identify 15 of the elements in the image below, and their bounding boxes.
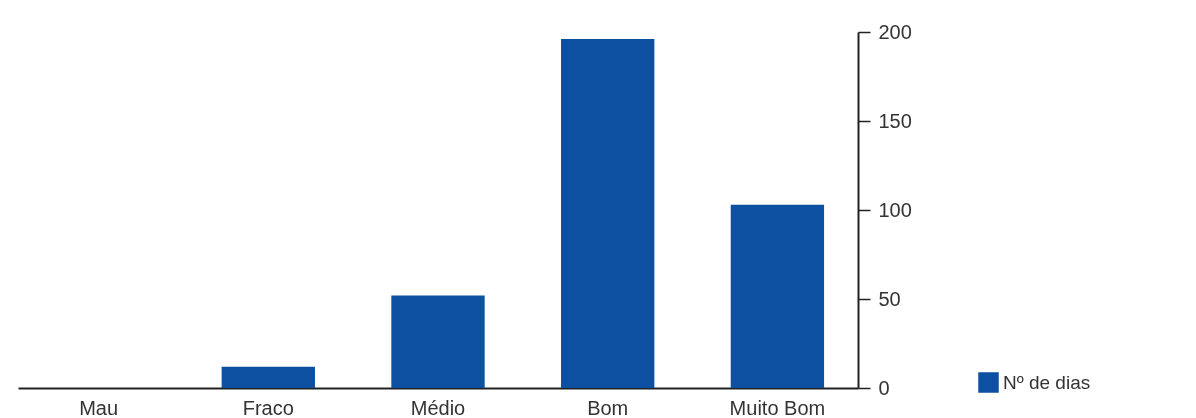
y-tick-label: 100 bbox=[878, 198, 912, 221]
bar bbox=[221, 366, 315, 388]
bar bbox=[561, 39, 655, 388]
bar bbox=[391, 295, 485, 388]
x-tick-label: Médio bbox=[410, 396, 466, 418]
legend-label: Nº de dias bbox=[1003, 371, 1091, 393]
y-tick-label: 150 bbox=[878, 109, 912, 132]
y-tick-label: 50 bbox=[878, 287, 901, 310]
x-tick-label: Bom bbox=[587, 396, 629, 418]
y-tick-label: 200 bbox=[878, 20, 912, 43]
x-tick-label: Mau bbox=[79, 396, 119, 418]
x-tick-label: Muito Bom bbox=[729, 396, 826, 418]
y-tick-label: 0 bbox=[878, 376, 890, 399]
bar bbox=[730, 204, 825, 388]
x-tick-label: Fraco bbox=[242, 396, 294, 418]
